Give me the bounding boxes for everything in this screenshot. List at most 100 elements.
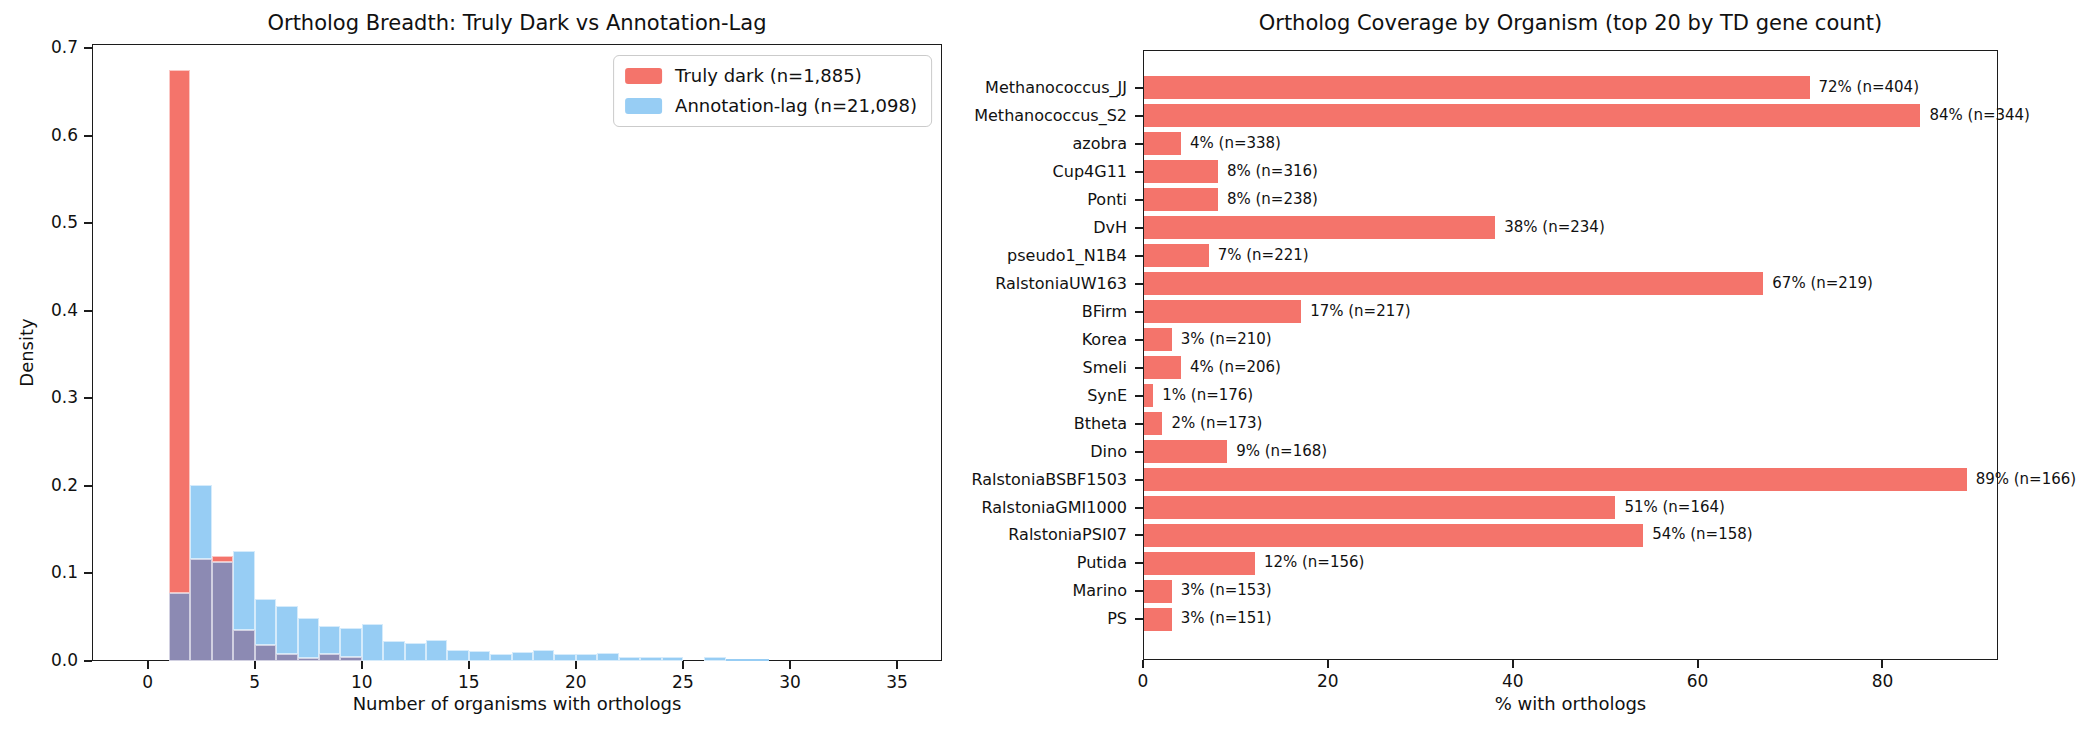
x-tick-mark (361, 661, 363, 669)
coverage-bar (1144, 440, 1227, 463)
org-label: RalstoniaGMI1000 (887, 498, 1127, 518)
org-tick-mark (1135, 534, 1143, 536)
histogram-y-axis-label: Density (16, 253, 37, 453)
org-tick-mark (1135, 507, 1143, 509)
hist-bar (747, 659, 768, 661)
x-tick-mark (575, 661, 577, 669)
bar-value-label: 3% (n=210) (1181, 330, 1272, 349)
hist-bar (447, 650, 468, 661)
hist-bar (383, 641, 404, 661)
bar-value-label: 2% (n=173) (1171, 414, 1262, 433)
coverage-bar (1144, 132, 1181, 155)
hist-bar-overlap (233, 630, 254, 661)
y-tick-mark (84, 310, 92, 312)
x-tick-mark (682, 661, 684, 669)
org-label: RalstoniaBSBF1503 (887, 470, 1127, 490)
x-tick-label: 20 (546, 672, 606, 692)
hist-bar-overlap (319, 654, 340, 661)
hist-bar (190, 485, 211, 559)
x-tick-mark (789, 661, 791, 669)
figure-canvas: Ortholog Breadth: Truly Dark vs Annotati… (0, 0, 2080, 735)
legend-item-annotation-lag: Annotation-lag (n=21,098) (625, 95, 917, 116)
y-tick-label: 0.2 (28, 475, 78, 495)
x-tick-mark (1512, 660, 1514, 668)
org-label: Smeli (887, 358, 1127, 378)
hist-bar-overlap (255, 645, 276, 661)
hist-bar (662, 657, 683, 661)
bar-value-label: 17% (n=217) (1310, 302, 1411, 321)
y-tick-label: 0.5 (28, 212, 78, 232)
y-tick-mark (84, 222, 92, 224)
org-label: azobra (887, 134, 1127, 154)
x-tick-label: 40 (1483, 671, 1543, 691)
coverage-bar (1144, 524, 1643, 547)
y-tick-mark (84, 397, 92, 399)
hist-bar (619, 657, 640, 661)
histogram-x-axis-label: Number of organisms with orthologs (92, 693, 942, 714)
histogram-title: Ortholog Breadth: Truly Dark vs Annotati… (92, 11, 942, 35)
hist-bar-overlap (169, 593, 190, 661)
hist-bar (255, 599, 276, 645)
x-tick-mark (254, 661, 256, 669)
org-tick-mark (1135, 479, 1143, 481)
org-label: Putida (887, 553, 1127, 573)
y-tick-mark (84, 47, 92, 49)
truly-dark-swatch-icon (625, 68, 662, 84)
x-tick-mark (1697, 660, 1699, 668)
hist-bar (298, 618, 319, 658)
bar-value-label: 72% (n=404) (1819, 78, 1920, 97)
coverage-bar (1144, 104, 1920, 127)
bar-value-label: 38% (n=234) (1504, 218, 1605, 237)
bar-value-label: 3% (n=151) (1181, 609, 1272, 628)
histogram-legend: Truly dark (n=1,885) Annotation-lag (n=2… (613, 55, 932, 127)
legend-label-annotation-lag: Annotation-lag (n=21,098) (675, 95, 917, 116)
bar-value-label: 12% (n=156) (1264, 553, 1365, 572)
coverage-bar (1144, 244, 1209, 267)
coverage-bar (1144, 412, 1162, 435)
org-label: RalstoniaPSI07 (887, 525, 1127, 545)
org-label: Ponti (887, 190, 1127, 210)
coverage-bar (1144, 76, 1810, 99)
org-tick-mark (1135, 311, 1143, 313)
org-label: Korea (887, 330, 1127, 350)
x-tick-label: 60 (1668, 671, 1728, 691)
coverage-bar (1144, 272, 1763, 295)
y-tick-label: 0.4 (28, 300, 78, 320)
bar-value-label: 7% (n=221) (1218, 246, 1309, 265)
org-label: Marino (887, 581, 1127, 601)
hist-bar (490, 654, 511, 661)
coverage-bar (1144, 356, 1181, 379)
hist-bar (533, 650, 554, 661)
coverage-bar (1144, 328, 1172, 351)
y-tick-mark (84, 572, 92, 574)
coverage-bar (1144, 552, 1255, 575)
org-label: Cup4G11 (887, 162, 1127, 182)
y-tick-label: 0.1 (28, 562, 78, 582)
hist-bar (640, 657, 661, 661)
legend-item-truly-dark: Truly dark (n=1,885) (625, 65, 917, 86)
bar-value-label: 1% (n=176) (1162, 386, 1253, 405)
coverage-bar (1144, 468, 1967, 491)
x-tick-label: 80 (1852, 671, 1912, 691)
org-label: BFirm (887, 302, 1127, 322)
bar-value-label: 89% (n=166) (1976, 470, 2077, 489)
coverage-bar (1144, 496, 1615, 519)
x-tick-mark (147, 661, 149, 669)
coverage-bar (1144, 300, 1301, 323)
hist-bar (469, 651, 490, 661)
coverage-bar (1144, 188, 1218, 211)
x-tick-label: 30 (760, 672, 820, 692)
x-tick-mark (1327, 660, 1329, 668)
coverage-bar (1144, 160, 1218, 183)
hist-bar (169, 70, 190, 592)
bar-value-label: 54% (n=158) (1652, 525, 1753, 544)
coverage-bar (1144, 580, 1172, 603)
hist-bar (426, 640, 447, 661)
org-tick-mark (1135, 87, 1143, 89)
y-tick-mark (84, 485, 92, 487)
org-label: PS (887, 609, 1127, 629)
org-tick-mark (1135, 395, 1143, 397)
org-label: RalstoniaUW163 (887, 274, 1127, 294)
bar-value-label: 84% (n=344) (1929, 106, 2030, 125)
legend-label-truly-dark: Truly dark (n=1,885) (675, 65, 862, 86)
